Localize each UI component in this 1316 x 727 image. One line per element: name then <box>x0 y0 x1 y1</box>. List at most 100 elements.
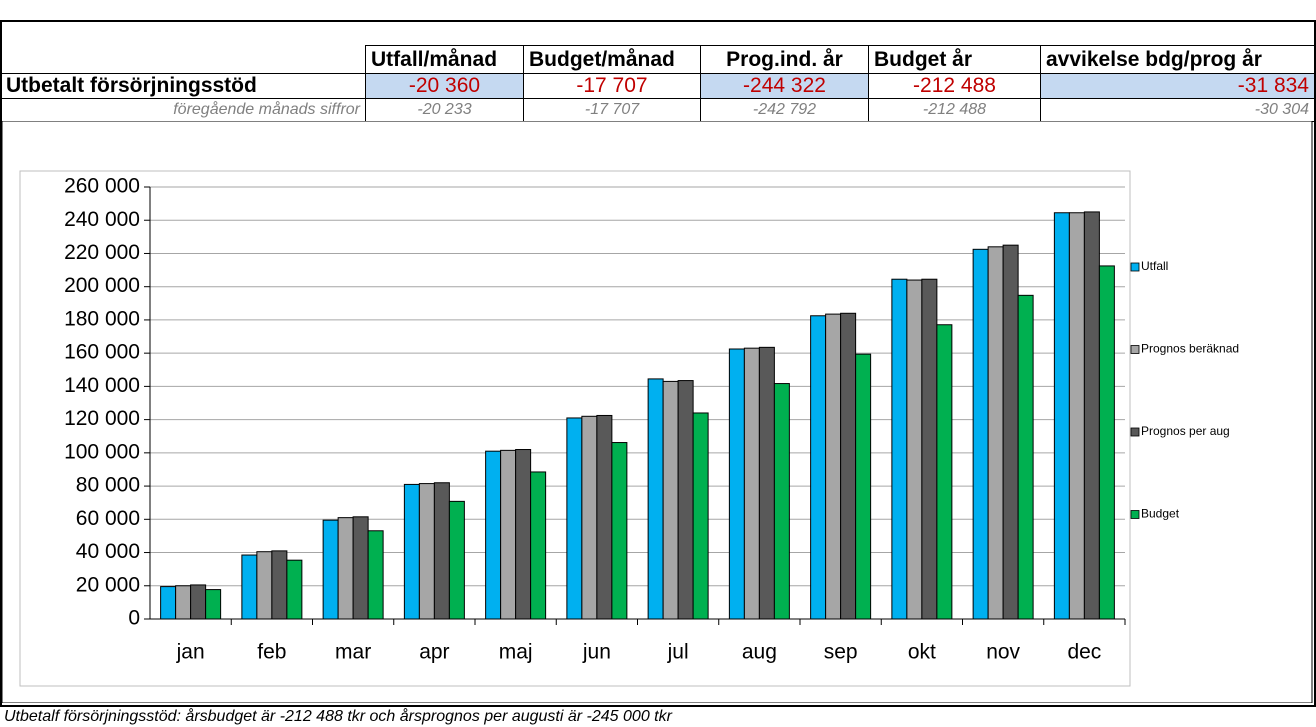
bar <box>987 246 1004 620</box>
legend-label: Prognos beräknad <box>1141 342 1239 356</box>
bar <box>367 530 384 620</box>
chart: 0 20 000 40 000 60 000 80 000 100 000 120 000 1… <box>1 121 1313 703</box>
bar <box>530 471 547 620</box>
y-tick-label: 140 000 <box>64 374 140 397</box>
bar <box>352 516 369 620</box>
bar <box>1068 212 1085 620</box>
footnote: Utbetalf försörjningsstöd: årsbudget är … <box>4 708 672 725</box>
y-tick-label: 120 000 <box>64 407 140 430</box>
bar <box>1017 294 1034 620</box>
legend-swatch <box>1130 427 1140 437</box>
y-tick-label: 260 000 <box>64 175 140 198</box>
table-value: -242 792 <box>700 98 869 122</box>
table-value: -212 488 <box>868 98 1041 122</box>
bar <box>241 554 258 620</box>
x-tick-label: feb <box>257 641 286 664</box>
bar <box>825 313 842 620</box>
x-tick-label: dec <box>1067 641 1101 664</box>
x-tick-label: aug <box>742 641 777 664</box>
y-tick-label: 0 <box>128 607 140 630</box>
row-label: föregående månads siffror <box>0 98 366 122</box>
x-tick-label: jun <box>582 641 611 664</box>
bar <box>840 312 857 620</box>
row-label: Utbetalt försörjningsstöd <box>0 73 366 99</box>
bar <box>906 279 923 620</box>
bar <box>855 353 872 620</box>
bar <box>972 248 989 620</box>
bar <box>936 324 953 620</box>
bar <box>758 346 775 620</box>
bar <box>581 415 598 620</box>
legend-label: Prognos per aug <box>1141 424 1230 438</box>
bar <box>205 589 222 620</box>
legend-swatch <box>1130 262 1140 272</box>
bar <box>403 483 420 620</box>
bar <box>448 500 465 620</box>
table-value: -20 360 <box>365 73 524 99</box>
bar <box>692 412 709 620</box>
bar <box>566 417 583 620</box>
bar <box>1083 211 1100 620</box>
table-value: -17 707 <box>523 98 701 122</box>
sheet-frame <box>0 20 1316 707</box>
y-tick-label: 220 000 <box>64 241 140 264</box>
bar <box>286 559 303 620</box>
bar <box>728 348 745 620</box>
y-tick-label: 180 000 <box>64 307 140 330</box>
bar <box>891 278 908 620</box>
y-tick-label: 80 000 <box>76 474 140 497</box>
bar <box>677 380 694 620</box>
table-value: -20 233 <box>365 98 524 122</box>
x-tick-label: jul <box>667 641 689 664</box>
legend-label: Utfall <box>1141 259 1168 273</box>
bar <box>1002 244 1019 620</box>
y-tick-label: 100 000 <box>64 440 140 463</box>
bar <box>1053 212 1070 620</box>
bar <box>271 550 288 620</box>
x-tick-label: jan <box>176 641 205 664</box>
x-tick-label: okt <box>908 641 936 664</box>
bar <box>647 378 664 620</box>
bar <box>596 414 613 620</box>
bar <box>322 519 339 620</box>
y-tick-label: 60 000 <box>76 507 140 530</box>
bar <box>485 450 502 620</box>
column-header: Budget år <box>868 45 1041 74</box>
x-tick-label: maj <box>499 641 533 664</box>
y-tick-label: 20 000 <box>76 573 140 596</box>
table-value: -30 304 <box>1040 98 1315 122</box>
x-tick-label: sep <box>824 641 858 664</box>
bar <box>810 315 827 620</box>
y-tick-label: 240 000 <box>64 208 140 231</box>
bar <box>337 517 354 620</box>
x-tick-label: nov <box>986 641 1020 664</box>
bar <box>190 584 207 620</box>
plot-frame <box>19 170 1131 687</box>
bar <box>418 483 435 620</box>
bar <box>515 449 532 620</box>
legend-swatch <box>1130 345 1140 354</box>
bar <box>662 380 679 620</box>
y-tick-label: 40 000 <box>76 540 140 563</box>
bar <box>256 551 273 620</box>
legend-swatch <box>1130 510 1140 519</box>
column-header: avvikelse bdg/prog år <box>1040 45 1315 74</box>
bar <box>160 586 177 620</box>
y-tick-label: 160 000 <box>64 341 140 364</box>
x-tick-label: mar <box>335 641 371 664</box>
table-value: -31 834 <box>1040 73 1315 99</box>
column-header: Budget/månad <box>523 45 701 74</box>
bar <box>500 449 517 620</box>
bar <box>773 383 790 620</box>
bar <box>433 482 450 620</box>
bar <box>743 347 760 620</box>
bar <box>921 278 938 620</box>
legend-label: Budget <box>1141 507 1180 521</box>
table-value: -244 322 <box>700 73 869 99</box>
column-header: Prog.ind. år <box>700 45 869 74</box>
column-header: Utfall/månad <box>365 45 524 74</box>
x-tick-label: apr <box>419 641 449 664</box>
bar <box>1098 265 1115 620</box>
bar <box>611 442 628 620</box>
y-tick-label: 200 000 <box>64 274 140 297</box>
